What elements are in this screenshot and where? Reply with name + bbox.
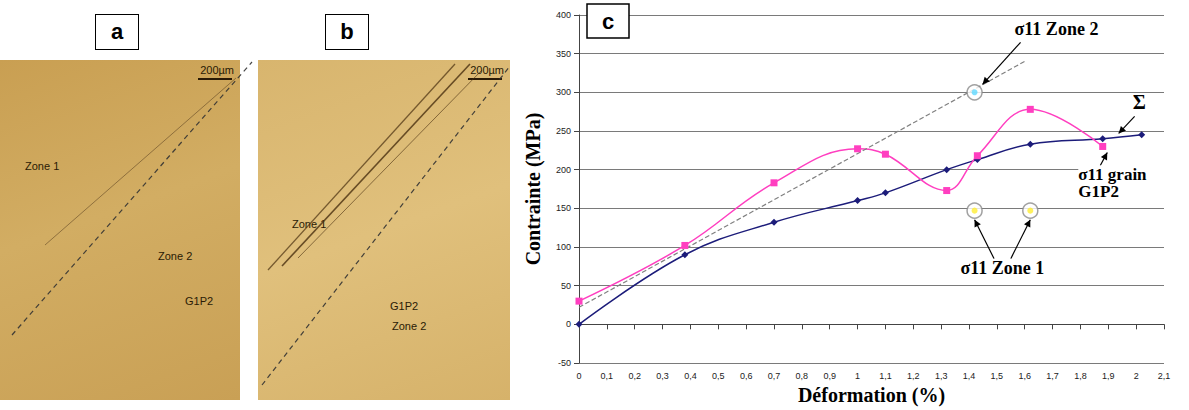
svg-text:1,7: 1,7 <box>1046 371 1059 381</box>
html-text:Zone 2: Zone 2 <box>158 250 193 262</box>
svg-text:150: 150 <box>556 203 571 213</box>
html-text:Zone 1: Zone 1 <box>292 218 327 230</box>
svg-text:G1P2: G1P2 <box>1078 182 1119 201</box>
svg-text:0,5: 0,5 <box>712 371 725 381</box>
svg-text:1: 1 <box>855 371 860 381</box>
html-text:200µm: 200µm <box>200 64 234 76</box>
svg-text:-50: -50 <box>558 358 571 368</box>
svg-text:0,6: 0,6 <box>740 371 753 381</box>
html-text:Zone 2: Zone 2 <box>392 320 427 332</box>
svg-text:σ11 Zone 1: σ11 Zone 1 <box>961 258 1045 278</box>
svg-text:1,5: 1,5 <box>991 371 1004 381</box>
svg-text:50: 50 <box>561 281 571 291</box>
svg-text:300: 300 <box>556 87 571 97</box>
svg-text:250: 250 <box>556 126 571 136</box>
html-text:a: a <box>110 19 124 44</box>
html-text:G1P2: G1P2 <box>390 300 419 312</box>
svg-text:σ11 grain: σ11 grain <box>1078 164 1151 184</box>
svg-text:2,1: 2,1 <box>1158 371 1171 381</box>
svg-text:2: 2 <box>1134 371 1139 381</box>
svg-text:1,6: 1,6 <box>1018 371 1031 381</box>
svg-text:350: 350 <box>556 49 571 59</box>
svg-text:1,8: 1,8 <box>1074 371 1087 381</box>
svg-text:0,3: 0,3 <box>656 371 669 381</box>
svg-text:0,1: 0,1 <box>601 371 614 381</box>
html-text:Zone 1: Zone 1 <box>25 160 60 172</box>
svg-text:1,9: 1,9 <box>1102 371 1115 381</box>
svg-text:0: 0 <box>566 319 571 329</box>
svg-text:0,2: 0,2 <box>628 371 641 381</box>
svg-text:1,2: 1,2 <box>907 371 920 381</box>
html-text:G1P2: G1P2 <box>185 295 214 307</box>
svg-text:1,4: 1,4 <box>963 371 976 381</box>
svg-text:400: 400 <box>556 10 571 20</box>
svg-text:Σ: Σ <box>1133 91 1146 113</box>
svg-text:0,4: 0,4 <box>684 371 697 381</box>
svg-text:σ11 Zone 2: σ11 Zone 2 <box>1015 19 1099 39</box>
svg-text:100: 100 <box>556 242 571 252</box>
svg-text:c: c <box>602 9 614 34</box>
html-text:b: b <box>340 19 354 44</box>
svg-text:1,1: 1,1 <box>879 371 892 381</box>
svg-text:Déformation (%): Déformation (%) <box>798 384 945 407</box>
svg-text:1,3: 1,3 <box>935 371 948 381</box>
svg-text:0,7: 0,7 <box>768 371 781 381</box>
svg-text:200: 200 <box>556 165 571 175</box>
svg-text:0,9: 0,9 <box>823 371 836 381</box>
svg-text:Contrainte (MPa): Contrainte (MPa) <box>522 113 545 266</box>
svg-text:0,8: 0,8 <box>796 371 809 381</box>
svg-text:0: 0 <box>576 371 581 381</box>
html-text:200µm: 200µm <box>470 64 504 76</box>
